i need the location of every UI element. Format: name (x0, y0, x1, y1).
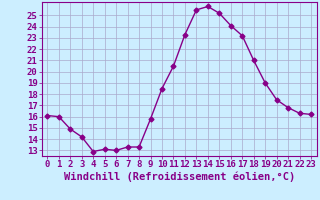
X-axis label: Windchill (Refroidissement éolien,°C): Windchill (Refroidissement éolien,°C) (64, 172, 295, 182)
